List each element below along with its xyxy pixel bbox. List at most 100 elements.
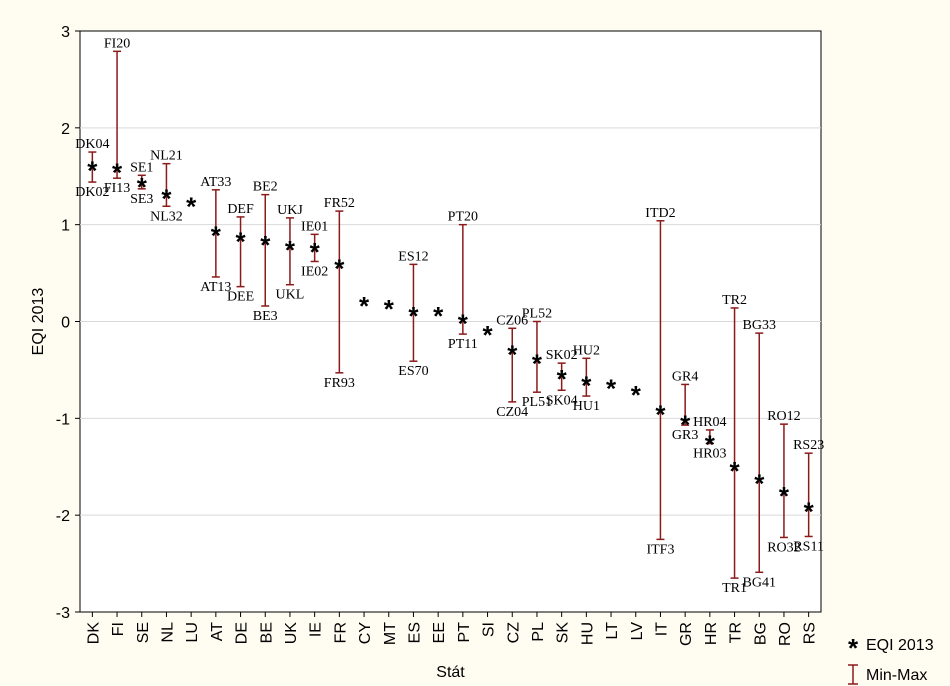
data-point: * xyxy=(260,230,271,260)
region-label-max: CZ06 xyxy=(496,313,528,328)
data-point: * xyxy=(161,184,172,214)
x-tick-label: ES xyxy=(406,622,423,643)
region-label-min: NL32 xyxy=(150,209,183,224)
region-label-max: HU2 xyxy=(573,343,600,358)
region-label-max: SK02 xyxy=(546,348,578,363)
data-point: * xyxy=(408,301,419,331)
x-tick-label: UK xyxy=(283,622,300,645)
region-label-max: AT33 xyxy=(200,175,231,190)
y-tick-label: 1 xyxy=(61,218,70,235)
region-label-max: UKJ xyxy=(277,203,303,218)
region-label-min: FR93 xyxy=(324,376,355,391)
x-tick-label: SK xyxy=(555,622,572,644)
region-label-max: IE01 xyxy=(301,219,328,234)
data-point: * xyxy=(804,496,815,526)
x-tick-label: RO xyxy=(777,622,794,646)
data-point: * xyxy=(631,380,642,410)
x-tick-label: LT xyxy=(604,622,621,640)
y-tick-label: 0 xyxy=(61,315,70,332)
y-tick-label: -1 xyxy=(56,411,70,428)
data-point: * xyxy=(112,158,123,188)
region-label-min: HR03 xyxy=(693,447,726,462)
x-tick-label: CZ xyxy=(505,622,522,644)
legend-label-eqi: EQI 2013 xyxy=(866,637,934,654)
x-tick-label: BE xyxy=(258,622,275,643)
data-point: * xyxy=(655,400,666,430)
data-point: * xyxy=(334,253,345,283)
data-point: * xyxy=(705,430,716,460)
region-label-max: TR2 xyxy=(722,293,747,308)
x-tick-label: HR xyxy=(703,622,720,645)
data-point: * xyxy=(211,220,222,250)
region-label-min: RS11 xyxy=(793,539,824,554)
data-point: * xyxy=(285,235,296,265)
legend-label-minmax: Min-Max xyxy=(866,667,927,684)
region-label-max: PT20 xyxy=(448,210,478,225)
x-tick-label: FR xyxy=(332,622,349,643)
region-label-min: AT13 xyxy=(200,280,231,295)
region-label-max: PL52 xyxy=(522,307,552,322)
region-label-max: FI20 xyxy=(104,36,130,51)
region-label-max: GR4 xyxy=(672,369,698,384)
region-label-max: DEF xyxy=(227,202,254,217)
x-tick-label: HU xyxy=(579,622,596,645)
region-label-max: SE1 xyxy=(130,160,153,175)
region-label-max: FR52 xyxy=(324,196,355,211)
region-label-min: SK04 xyxy=(546,393,578,408)
data-point: * xyxy=(433,301,444,331)
region-label-min: ES70 xyxy=(398,364,428,379)
y-tick-label: 3 xyxy=(61,24,70,41)
x-tick-label: RS xyxy=(802,622,819,644)
x-tick-label: FI xyxy=(110,622,127,636)
data-point: * xyxy=(384,294,395,324)
y-tick-label: -3 xyxy=(56,605,70,622)
x-tick-label: BG xyxy=(752,622,769,645)
x-tick-label: DK xyxy=(85,622,102,645)
data-point: * xyxy=(557,364,568,394)
x-tick-label: MT xyxy=(382,622,399,645)
x-tick-label: TR xyxy=(728,622,745,643)
region-label-min: GR3 xyxy=(672,428,698,443)
x-tick-label: PT xyxy=(456,622,473,643)
region-label-max: BG33 xyxy=(743,318,776,333)
data-point: * xyxy=(680,409,691,439)
legend-marker-symbol: * xyxy=(848,633,859,663)
region-label-min: CZ04 xyxy=(496,405,528,420)
x-tick-label: PL xyxy=(530,622,547,642)
region-label-min: FI13 xyxy=(104,181,130,196)
region-label-min: BG41 xyxy=(743,575,776,590)
region-label-min: PL51 xyxy=(522,395,552,410)
region-label-max: HR04 xyxy=(693,415,726,430)
y-tick-label: -2 xyxy=(56,508,70,525)
y-axis-title: EQI 2013 xyxy=(30,288,47,356)
x-tick-label: GR xyxy=(678,622,695,646)
x-tick-label: LU xyxy=(184,622,201,642)
data-point: * xyxy=(532,348,543,378)
data-point: * xyxy=(310,237,321,267)
x-tick-label: CY xyxy=(357,622,374,645)
region-label-min: UKL xyxy=(276,288,305,303)
x-tick-label: SE xyxy=(135,622,152,643)
data-point: * xyxy=(359,291,370,321)
data-point: * xyxy=(581,371,592,401)
region-label-max: NL21 xyxy=(150,149,183,164)
data-point: * xyxy=(507,340,518,370)
region-label-min: SE3 xyxy=(130,192,153,207)
region-label-min: DK02 xyxy=(75,185,109,200)
region-label-max: RS23 xyxy=(793,438,824,453)
x-tick-label: SI xyxy=(481,622,498,637)
x-tick-label: IT xyxy=(653,622,670,636)
data-point: * xyxy=(137,172,148,202)
region-label-min: TR1 xyxy=(722,581,747,596)
region-label-min: IE02 xyxy=(301,264,328,279)
data-point: * xyxy=(458,309,469,339)
data-point: * xyxy=(729,456,740,486)
x-tick-label: LV xyxy=(629,622,646,641)
region-label-max: BE2 xyxy=(253,180,278,195)
region-label-min: RO32 xyxy=(767,540,800,555)
region-label-max: ES12 xyxy=(398,249,428,264)
region-label-min: BE3 xyxy=(253,309,278,324)
region-label-max: RO12 xyxy=(767,409,800,424)
